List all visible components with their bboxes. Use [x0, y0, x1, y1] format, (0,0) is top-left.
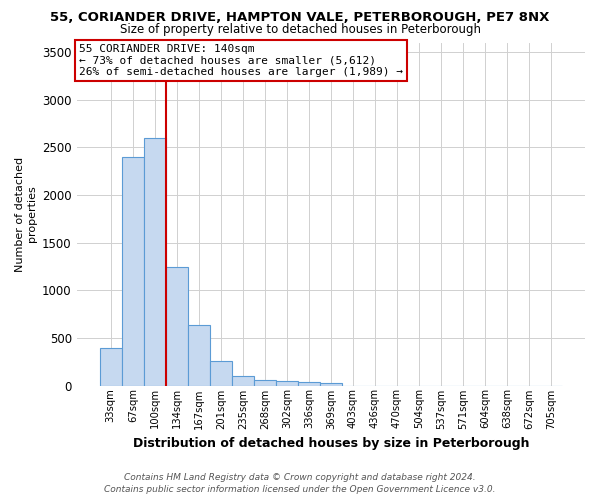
- Bar: [320, 382, 342, 386]
- Bar: [210, 361, 232, 386]
- Bar: [298, 382, 320, 386]
- Text: Contains HM Land Registry data © Crown copyright and database right 2024.
Contai: Contains HM Land Registry data © Crown c…: [104, 472, 496, 494]
- Text: 55 CORIANDER DRIVE: 140sqm
← 73% of detached houses are smaller (5,612)
26% of s: 55 CORIANDER DRIVE: 140sqm ← 73% of deta…: [79, 44, 403, 78]
- Y-axis label: Number of detached
properties: Number of detached properties: [15, 156, 37, 272]
- Bar: [100, 348, 122, 386]
- Text: 55, CORIANDER DRIVE, HAMPTON VALE, PETERBOROUGH, PE7 8NX: 55, CORIANDER DRIVE, HAMPTON VALE, PETER…: [50, 11, 550, 24]
- Bar: [188, 324, 210, 386]
- Bar: [166, 268, 188, 386]
- X-axis label: Distribution of detached houses by size in Peterborough: Distribution of detached houses by size …: [133, 437, 529, 450]
- Bar: [144, 138, 166, 386]
- Bar: [122, 157, 144, 386]
- Bar: [276, 380, 298, 386]
- Bar: [254, 380, 276, 386]
- Text: Size of property relative to detached houses in Peterborough: Size of property relative to detached ho…: [119, 22, 481, 36]
- Bar: [232, 376, 254, 386]
